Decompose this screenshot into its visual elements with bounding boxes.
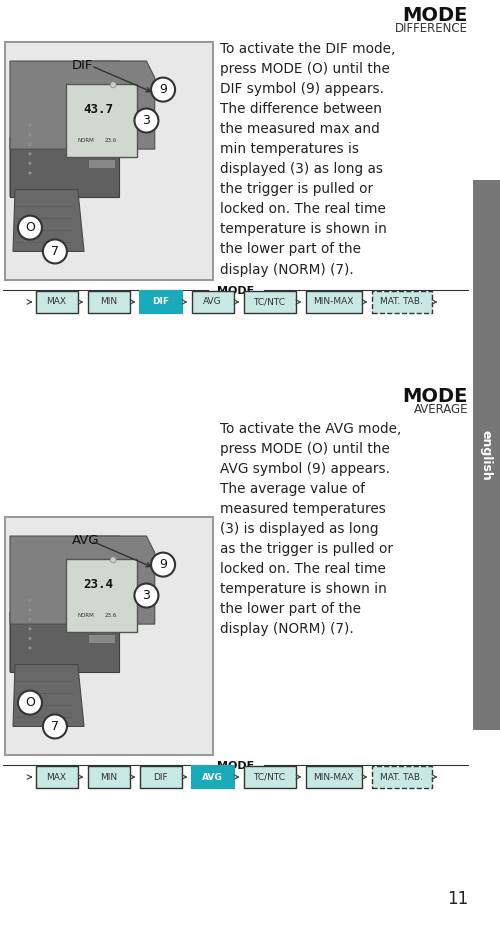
Text: 9: 9 [159, 558, 167, 571]
Circle shape [43, 239, 67, 263]
Text: MODE: MODE [217, 761, 254, 771]
Circle shape [28, 133, 32, 137]
Circle shape [18, 691, 42, 714]
FancyBboxPatch shape [88, 291, 130, 313]
Text: 23.6: 23.6 [105, 138, 118, 143]
Circle shape [28, 143, 32, 146]
FancyBboxPatch shape [192, 291, 234, 313]
Circle shape [110, 82, 116, 87]
Polygon shape [10, 61, 120, 197]
Circle shape [28, 618, 32, 621]
Text: 23.6: 23.6 [105, 613, 118, 618]
Text: DIFFERENCE: DIFFERENCE [395, 22, 468, 35]
Text: MAX: MAX [46, 298, 66, 307]
Circle shape [18, 216, 42, 240]
Text: MODE: MODE [217, 286, 254, 296]
Text: AVG: AVG [202, 773, 223, 781]
FancyBboxPatch shape [36, 766, 78, 788]
Text: MIN: MIN [100, 298, 117, 307]
FancyBboxPatch shape [244, 766, 296, 788]
Text: 3: 3 [142, 589, 150, 602]
FancyBboxPatch shape [6, 43, 212, 279]
Text: NORM: NORM [78, 613, 94, 618]
FancyBboxPatch shape [6, 518, 212, 754]
FancyBboxPatch shape [372, 291, 432, 313]
FancyBboxPatch shape [372, 766, 432, 788]
FancyBboxPatch shape [192, 766, 234, 788]
Polygon shape [10, 61, 155, 149]
Text: DIF: DIF [153, 773, 168, 781]
Text: 43.7: 43.7 [84, 103, 114, 116]
Text: MAX: MAX [46, 773, 66, 781]
Circle shape [28, 637, 32, 640]
Text: NORM: NORM [78, 138, 94, 143]
Circle shape [151, 552, 175, 577]
Circle shape [28, 646, 32, 649]
Circle shape [43, 714, 67, 738]
Text: MIN-MAX: MIN-MAX [314, 773, 354, 781]
Circle shape [134, 583, 158, 607]
Text: AVG: AVG [203, 298, 222, 307]
Text: 7: 7 [51, 245, 59, 258]
Circle shape [28, 608, 32, 611]
FancyBboxPatch shape [244, 291, 296, 313]
Circle shape [28, 171, 32, 175]
Polygon shape [13, 190, 84, 251]
Circle shape [28, 124, 32, 126]
Polygon shape [10, 536, 146, 671]
Text: MIN: MIN [100, 773, 117, 781]
Text: TC/NTC: TC/NTC [254, 773, 286, 781]
FancyBboxPatch shape [36, 291, 78, 313]
Text: 3: 3 [142, 114, 150, 127]
Circle shape [134, 109, 158, 133]
FancyBboxPatch shape [140, 291, 181, 313]
Text: To activate the AVG mode,
press MODE (O) until the
AVG symbol (9) appears.
The a: To activate the AVG mode, press MODE (O)… [220, 422, 402, 636]
FancyBboxPatch shape [473, 180, 500, 730]
Polygon shape [10, 536, 120, 671]
Text: 11: 11 [447, 890, 468, 908]
Text: DIF: DIF [152, 298, 169, 307]
FancyBboxPatch shape [306, 291, 362, 313]
Text: O: O [25, 221, 35, 234]
Circle shape [110, 557, 116, 563]
Text: MODE: MODE [402, 387, 468, 406]
Circle shape [28, 628, 32, 631]
FancyBboxPatch shape [306, 766, 362, 788]
Text: english: english [480, 430, 493, 481]
Circle shape [28, 599, 32, 602]
FancyBboxPatch shape [88, 766, 130, 788]
Circle shape [151, 77, 175, 101]
Text: To activate the DIF mode,
press MODE (O) until the
DIF symbol (9) appears.
The d: To activate the DIF mode, press MODE (O)… [220, 42, 396, 276]
FancyBboxPatch shape [88, 633, 116, 644]
Text: AVG: AVG [72, 535, 99, 547]
Text: MODE: MODE [402, 6, 468, 25]
Text: 23.4: 23.4 [84, 578, 114, 591]
FancyBboxPatch shape [140, 766, 181, 788]
Polygon shape [13, 665, 84, 726]
Text: O: O [25, 697, 35, 710]
Text: AVERAGE: AVERAGE [414, 403, 468, 416]
Text: 9: 9 [159, 83, 167, 96]
Text: TC/NTC: TC/NTC [254, 298, 286, 307]
FancyBboxPatch shape [5, 517, 213, 755]
Text: MAT. TAB.: MAT. TAB. [380, 298, 423, 307]
Text: MIN-MAX: MIN-MAX [314, 298, 354, 307]
Circle shape [28, 153, 32, 155]
Circle shape [28, 162, 32, 165]
FancyBboxPatch shape [66, 84, 137, 157]
Text: DIF: DIF [72, 60, 93, 73]
FancyBboxPatch shape [88, 159, 116, 168]
Text: 7: 7 [51, 720, 59, 733]
Text: MAT. TAB.: MAT. TAB. [380, 773, 423, 781]
FancyBboxPatch shape [5, 42, 213, 280]
Polygon shape [10, 536, 155, 624]
Polygon shape [10, 61, 146, 197]
FancyBboxPatch shape [66, 559, 137, 632]
